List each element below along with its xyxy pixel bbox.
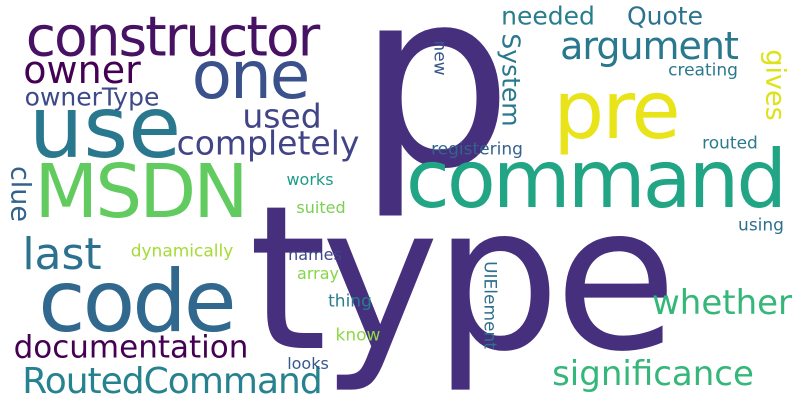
word-pre: pre xyxy=(553,64,680,157)
word-names: names xyxy=(288,245,342,264)
word-command: command xyxy=(405,133,787,226)
word-code: code xyxy=(38,252,236,352)
word-gives: gives xyxy=(759,49,791,121)
word-msdn: MSDN xyxy=(34,149,248,235)
word-system: System xyxy=(496,33,526,127)
word-routed: routed xyxy=(702,133,758,154)
word-routedcommand: RoutedCommand xyxy=(22,361,322,400)
word-suited: suited xyxy=(296,198,346,217)
word-owner: owner xyxy=(23,48,141,92)
word-using: using xyxy=(738,215,784,236)
word-constructor: constructor xyxy=(25,4,321,69)
word-new: new xyxy=(429,40,450,76)
word-completely: completely xyxy=(176,123,360,163)
word-know: know xyxy=(335,325,381,346)
word-thing: thing xyxy=(328,291,372,312)
word-creating: creating xyxy=(668,60,738,81)
word-use: use xyxy=(28,78,182,178)
word-p: p xyxy=(357,0,513,223)
word-whether: whether xyxy=(651,283,793,323)
word-type: type xyxy=(248,163,678,396)
word-clue: clue xyxy=(4,165,36,223)
word-uielement: UIElement xyxy=(479,261,500,349)
word-array: array xyxy=(297,264,339,283)
word-looks: looks xyxy=(287,354,329,373)
word-significance: significance xyxy=(552,354,754,394)
word-registering: registering xyxy=(431,139,523,160)
word-dynamically: dynamically xyxy=(130,241,234,262)
word-argument: argument xyxy=(560,24,739,68)
word-used: used xyxy=(242,96,322,136)
word-last: last xyxy=(22,229,102,280)
word-quote: Quote xyxy=(626,1,704,31)
word-needed: needed xyxy=(501,1,595,31)
word-documentation: documentation xyxy=(13,329,249,366)
word-ownertype: ownerType xyxy=(24,82,160,112)
word-one: one xyxy=(191,37,311,114)
word-works: works xyxy=(286,170,334,189)
